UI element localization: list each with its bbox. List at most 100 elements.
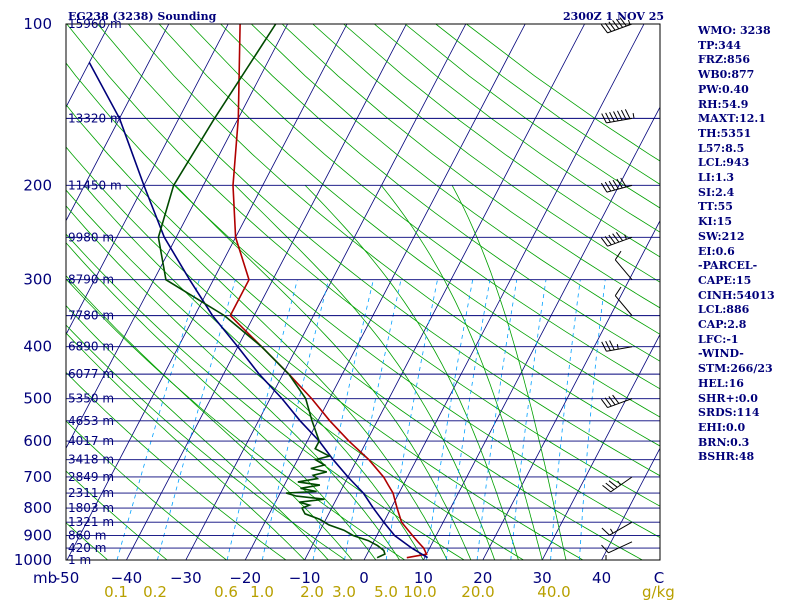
mixing-ratio-label: 0.1	[104, 583, 128, 600]
stability-index-item: WMO: 3238	[698, 24, 771, 37]
mixing-ratio-line	[510, 279, 547, 560]
profile-series-line	[157, 24, 386, 559]
stability-index-item: RH:54.9	[698, 97, 749, 111]
mixing-ratio-line	[226, 279, 298, 560]
height-label: 420 m	[68, 541, 106, 555]
mixing-ratio-line	[579, 279, 606, 560]
wind-barb	[601, 521, 633, 536]
wind-barb	[601, 109, 635, 124]
mixing-ratio-label: 40.0	[537, 583, 570, 600]
mixing-ratio-line	[116, 279, 200, 560]
isobar-lines	[66, 23, 660, 561]
pressure-tick-label: 400	[23, 338, 52, 356]
height-label: 1803 m	[68, 501, 114, 515]
height-label: 1321 m	[68, 515, 114, 529]
stability-index-item: LCL:943	[698, 156, 750, 170]
sounding-title: EG238 (3238) Sounding	[68, 10, 217, 23]
profile-lines	[88, 24, 429, 559]
plot-frame	[65, 23, 661, 561]
mixing-ratio-label: 20.0	[461, 583, 494, 600]
dry-adiabat-line	[97, 24, 660, 477]
temperature-tick-label: −20	[229, 569, 261, 587]
pressure-tick-label: 800	[23, 499, 52, 517]
stability-index-item: EI:0.6	[698, 244, 735, 258]
height-label: 2849 m	[68, 470, 114, 484]
isotherm-line	[126, 24, 407, 560]
stability-index-item: L57:8.5	[698, 141, 745, 155]
mixing-ratio-label: 0.2	[143, 583, 167, 600]
mixing-ratio-label: 3.0	[332, 583, 356, 600]
profile-series-line	[88, 62, 429, 559]
pressure-tick-label: 700	[23, 468, 52, 486]
stability-index-item: -WIND-	[698, 347, 744, 361]
mixing-ratio-line	[312, 279, 374, 560]
height-label: 4653 m	[68, 414, 114, 428]
wind-barb	[605, 555, 632, 561]
wind-barb	[601, 340, 633, 352]
temperature-tick-label: −10	[289, 569, 321, 587]
stability-index-item: CAP:2.8	[698, 318, 747, 332]
height-label: 860 m	[68, 528, 106, 542]
temperature-tick-label: -50	[55, 569, 80, 587]
stability-index-item: HEL:16	[698, 376, 744, 390]
mixing-ratio-line	[385, 279, 438, 560]
stability-index-item: SW:212	[698, 229, 745, 243]
height-label: 9980 m	[68, 230, 114, 244]
mixing-ratio-label: 2.0	[300, 583, 324, 600]
stability-index-item: LFC:-1	[698, 332, 739, 346]
temperature-tick-label: 0	[359, 569, 369, 587]
isotherm-line	[423, 106, 660, 560]
background-lines	[66, 24, 660, 560]
height-label: 15960 m	[68, 17, 122, 31]
mixing-ratio-line	[157, 279, 236, 560]
mixing-ratio-line	[426, 279, 474, 560]
pressure-tick-label: 1000	[14, 551, 52, 569]
stability-index-item: BRN:0.3	[698, 435, 750, 449]
stability-index-item: SRDS:114	[698, 406, 760, 420]
height-label: 1 m	[68, 553, 91, 567]
height-label: 8790 m	[68, 273, 114, 287]
stability-index-item: SI:2.4	[698, 185, 735, 199]
stability-index-item: EHI:0.0	[698, 420, 746, 434]
moist-adiabat-line	[451, 185, 567, 560]
wind-barb	[602, 476, 633, 493]
height-label: 7780 m	[68, 309, 114, 323]
mixing-ratio-line	[261, 279, 329, 560]
wind-barb	[614, 286, 633, 316]
stability-index-item: BSHR:48	[698, 450, 755, 464]
mixing-ratio-label: 0.6	[214, 583, 238, 600]
mixing-ratio-label: 5.0	[374, 583, 398, 600]
wind-barb	[600, 177, 633, 193]
mixing-ratio-label: 1.0	[250, 583, 274, 600]
stability-index-item: FRZ:856	[698, 53, 751, 67]
pressure-tick-label: 300	[23, 271, 52, 289]
wind-barb	[600, 232, 633, 247]
height-label: 2311 m	[68, 486, 114, 500]
pressure-unit-label: mb	[33, 569, 57, 587]
temperature-tick-label: 30	[533, 569, 552, 587]
stability-index-panel: WMO: 3238 TP:344 FRZ:856 WB0:877 PW:0.40 RH:5…	[698, 24, 798, 465]
pressure-tick-label: 100	[23, 15, 52, 33]
height-label: 11450 m	[68, 178, 122, 192]
profile-series-line	[229, 24, 428, 559]
temperature-unit-label: C	[654, 569, 664, 587]
moist-adiabat-line	[83, 185, 424, 560]
dry-adiabat-line	[66, 24, 660, 507]
stability-index-item: MAXT:12.1	[698, 112, 766, 126]
stability-index-item: -PARCEL-	[698, 259, 758, 273]
stability-index-item: STM:266/23	[698, 362, 773, 376]
pressure-tick-label: 200	[23, 176, 52, 194]
stability-index-item: LCL:886	[698, 303, 750, 317]
isotherm-line	[601, 447, 660, 560]
stability-index-item: WB0:877	[698, 68, 755, 82]
stability-index-item: TT:55	[698, 200, 733, 214]
isotherm-line	[66, 24, 229, 336]
temperature-tick-label: −40	[111, 569, 143, 587]
stability-index-item: CINH:54013	[698, 288, 775, 302]
mixing-ratio-label: 10.0	[403, 583, 436, 600]
isotherm-line	[66, 24, 348, 560]
wind-barb	[614, 250, 633, 281]
stability-index-item: SHR+:0.0	[698, 391, 758, 405]
mixing-ratio-unit-label: g/kg	[642, 583, 675, 600]
